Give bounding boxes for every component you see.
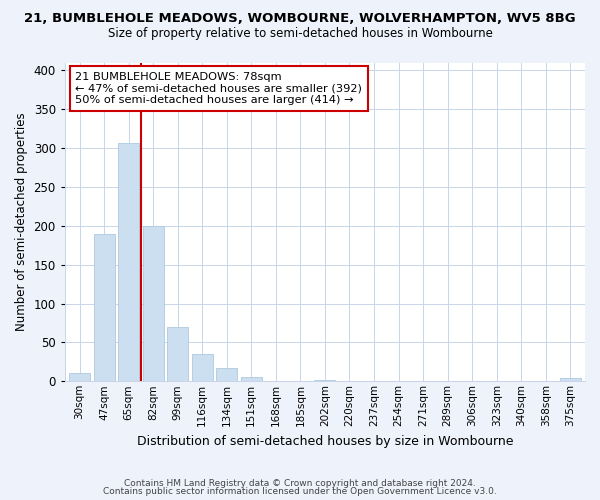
Text: Contains HM Land Registry data © Crown copyright and database right 2024.: Contains HM Land Registry data © Crown c… xyxy=(124,478,476,488)
Y-axis label: Number of semi-detached properties: Number of semi-detached properties xyxy=(15,112,28,331)
Bar xyxy=(560,378,581,382)
Bar xyxy=(143,226,164,382)
Bar xyxy=(94,234,115,382)
Text: Size of property relative to semi-detached houses in Wombourne: Size of property relative to semi-detach… xyxy=(107,28,493,40)
Bar xyxy=(314,380,335,382)
Bar xyxy=(241,376,262,382)
Bar xyxy=(192,354,212,382)
X-axis label: Distribution of semi-detached houses by size in Wombourne: Distribution of semi-detached houses by … xyxy=(137,434,513,448)
Text: 21 BUMBLEHOLE MEADOWS: 78sqm
← 47% of semi-detached houses are smaller (392)
50%: 21 BUMBLEHOLE MEADOWS: 78sqm ← 47% of se… xyxy=(75,72,362,106)
Text: 21, BUMBLEHOLE MEADOWS, WOMBOURNE, WOLVERHAMPTON, WV5 8BG: 21, BUMBLEHOLE MEADOWS, WOMBOURNE, WOLVE… xyxy=(24,12,576,26)
Bar xyxy=(69,374,90,382)
Bar xyxy=(217,368,237,382)
Bar xyxy=(118,144,139,382)
Bar xyxy=(167,327,188,382)
Text: Contains public sector information licensed under the Open Government Licence v3: Contains public sector information licen… xyxy=(103,487,497,496)
